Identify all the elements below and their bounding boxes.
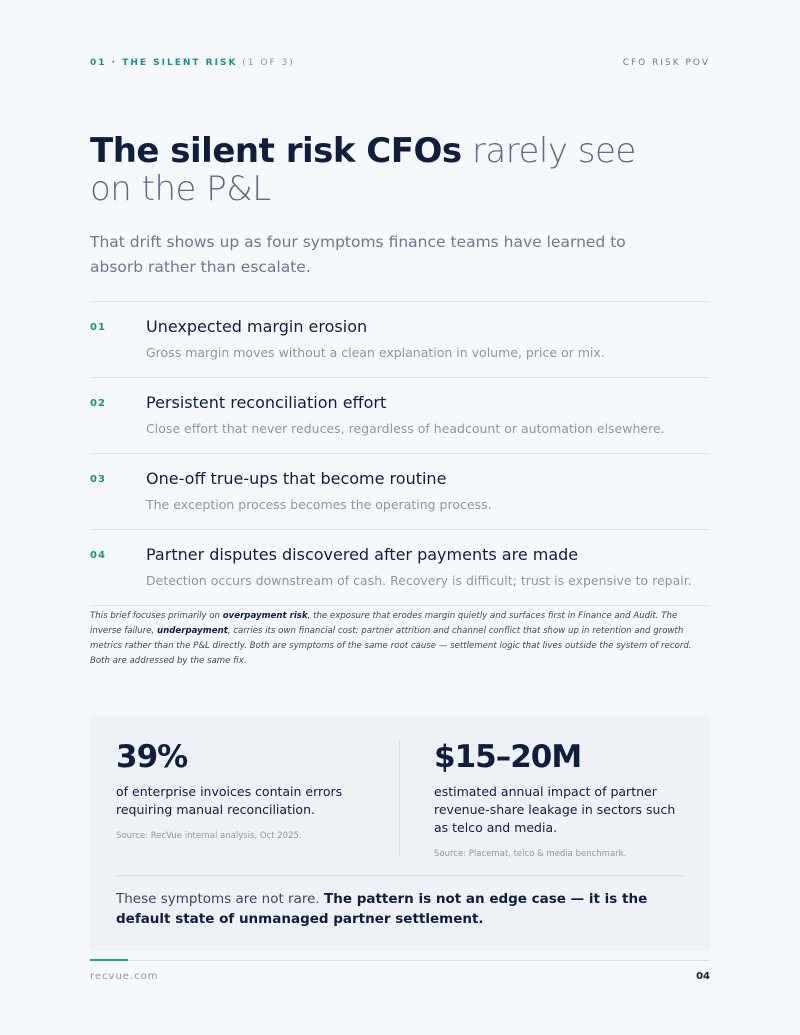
stat-source: Source: RecVue internal analysis, Oct 20… <box>116 831 302 841</box>
symptom-description: Detection occurs downstream of cash. Rec… <box>146 573 692 588</box>
symptom-description: The exception process becomes the operat… <box>146 497 492 512</box>
rule <box>90 453 710 454</box>
stat-value: 39% <box>116 739 188 775</box>
symptom-title: Partner disputes discovered after paymen… <box>146 545 579 564</box>
symptom-number: 04 <box>90 550 106 561</box>
stats-box: 39% of enterprise invoices contain error… <box>90 717 710 951</box>
footer-accent <box>90 959 128 961</box>
note-emphasis: underpayment <box>157 626 228 636</box>
note-text: , carries its own financial cost: partne… <box>90 626 692 666</box>
stat: $15–20M estimated annual impact of partn… <box>434 739 684 859</box>
stat-description: of enterprise invoices contain errors re… <box>116 784 343 817</box>
stat-description: estimated annual impact of partner reven… <box>434 784 676 835</box>
note: This brief focuses primarily on overpaym… <box>90 609 710 669</box>
rule <box>90 605 710 606</box>
divider <box>399 741 400 857</box>
part-label: (1 OF 3) <box>242 58 295 68</box>
header-section: 01 · THE SILENT RISK (1 OF 3) <box>90 58 295 68</box>
stat: 39% of enterprise invoices contain error… <box>116 739 366 841</box>
callout-emphasis: The pattern is not an edge case — it is … <box>116 891 648 927</box>
note-text: , the exposure that erodes margin quietl… <box>90 611 678 636</box>
title: The silent risk CFOs rarely see on the P… <box>90 132 670 208</box>
page-number: 04 <box>696 971 710 982</box>
symptom-title: Persistent reconciliation effort <box>146 393 387 412</box>
symptom-description: Close effort that never reduces, regardl… <box>146 421 665 436</box>
footer-rule <box>90 960 710 961</box>
symptom-number: 02 <box>90 398 106 409</box>
title-bold: The silent risk CFOs <box>90 131 462 171</box>
symptom-number: 01 <box>90 322 106 333</box>
rule <box>90 377 710 378</box>
symptom-title: Unexpected margin erosion <box>146 317 368 336</box>
symptom-number: 03 <box>90 474 106 485</box>
footer-site: recvue.com <box>90 971 159 982</box>
symptom-title: One-off true-ups that become routine <box>146 469 447 488</box>
rule <box>90 529 710 530</box>
subtitle: That drift shows up as four symptoms fin… <box>90 233 626 276</box>
callout: These symptoms are not rare. The pattern… <box>116 889 686 929</box>
title-light: rarely see on the P&L <box>90 131 636 209</box>
stat-source: Source: Placemat, telco & media benchmar… <box>434 849 627 859</box>
stat-value: $15–20M <box>434 739 582 775</box>
section-label: 01 · THE SILENT RISK <box>90 58 238 68</box>
note-emphasis: overpayment risk <box>222 611 308 621</box>
header-label: CFO RISK POV <box>622 58 710 68</box>
symptom-description: Gross margin moves without a clean expla… <box>146 345 605 360</box>
note-text: This brief focuses primarily on <box>90 611 220 621</box>
rule <box>90 301 710 302</box>
callout-text: These symptoms are not rare. <box>116 891 320 907</box>
rule <box>116 875 684 876</box>
